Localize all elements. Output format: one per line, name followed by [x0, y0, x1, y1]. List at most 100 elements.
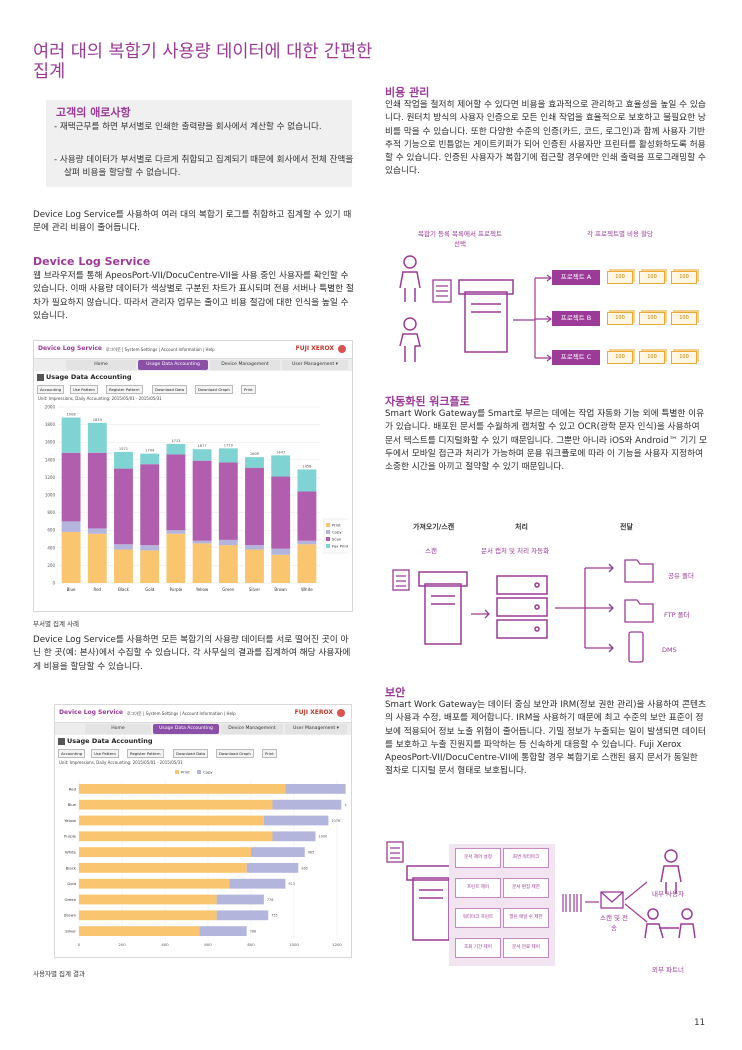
- bar-segment: [140, 453, 160, 465]
- y-tick-label: 0: [52, 581, 55, 586]
- legend-label: Scan: [332, 537, 342, 542]
- accounting-button[interactable]: Accounting: [37, 385, 65, 394]
- tab-device-management[interactable]: Device Management: [221, 724, 283, 734]
- print-button[interactable]: Print: [241, 385, 256, 394]
- tab-device-management[interactable]: Device Management: [210, 360, 280, 370]
- x-tick-label: 600: [204, 942, 212, 947]
- data-label: 1082: [344, 803, 347, 807]
- bar-segment: [140, 464, 160, 546]
- col-import-scan: 가져오기/스캔: [413, 523, 455, 531]
- feature-open-limit: 열린 매일 수 제한: [503, 908, 549, 928]
- server-icon: [496, 575, 548, 639]
- page-number: 11: [694, 1018, 705, 1028]
- data-label: 1571: [119, 447, 128, 451]
- project-cost-diagram: 복합기 등록 목록에서 프로젝트 선택 각 프로젝트별 비용 할당 프로젝트 A…: [385, 228, 707, 368]
- y-tick-label: Purple: [64, 834, 77, 839]
- unit-line: Unit: Impressions, Daily Accounting: 201…: [38, 396, 162, 401]
- document-icon: [392, 569, 410, 591]
- bar-segment: [216, 910, 269, 921]
- x-tick-label: 1200: [332, 942, 342, 947]
- y-tick-label: Brown: [64, 913, 77, 918]
- workflow-heading: 자동화된 워크플로: [385, 395, 470, 408]
- project-b-label: 프로젝트 B: [552, 311, 600, 326]
- pain-points-heading: 고객의 애로사항: [56, 106, 131, 119]
- tab-usage-data-accounting[interactable]: Usage Data Accounting: [153, 724, 219, 734]
- security-diagram: 문서 제어 설정 화면 워터마크 프린트 제어 문서 편집 제한 워터마크 프린…: [385, 838, 707, 978]
- y-tick-label: Red: [69, 786, 77, 791]
- register-pattern-button[interactable]: Register Pattern: [127, 749, 164, 758]
- bar-segment: [271, 455, 291, 477]
- bar-segment: [229, 878, 286, 889]
- tab-home[interactable]: Home: [66, 360, 136, 370]
- bar-segment: [79, 847, 251, 857]
- pain-points-box: 고객의 애로사항 - 재택근무를 하면 부서별로 인쇄한 출력량을 회사에서 계…: [46, 100, 354, 187]
- download-data-button[interactable]: Download Data: [173, 749, 209, 758]
- x-tick-label: Black: [118, 587, 130, 592]
- x-tick-label: Purple: [170, 587, 183, 592]
- bar-segment: [192, 540, 212, 544]
- y-tick-label: Blue: [68, 802, 77, 807]
- data-label: 1458: [302, 464, 312, 468]
- pain-point-item: - 재택근무를 하면 부서별로 인쇄한 출력량을 회사에서 계산할 수 없습니다…: [54, 122, 322, 132]
- y-tick-label: 1800: [45, 422, 56, 427]
- download-graph-button[interactable]: Download Graph: [195, 385, 233, 394]
- accounting-button[interactable]: Accounting: [58, 749, 86, 758]
- x-tick-label: 400: [161, 942, 169, 947]
- brand-mark-icon: [337, 709, 345, 717]
- legend-label: Print: [181, 770, 190, 775]
- bar-segment: [216, 894, 264, 905]
- print-button[interactable]: Print: [262, 749, 277, 758]
- security-body: Smart Work Gateway는 데이터 중심 보안과 IRM(정보 권한…: [385, 700, 706, 777]
- data-label: 913: [288, 882, 294, 886]
- page-title: 여러 대의 복합기 사용량 데이터에 대한 간편한 집계: [33, 42, 373, 82]
- collect-text: Device Log Service를 사용하면 모든 복합기의 사용량 데이터…: [33, 635, 351, 672]
- feature-expiry: 문서 만료 제어: [503, 938, 549, 958]
- project-c-label: 프로젝트 C: [552, 350, 600, 365]
- register-pattern-button[interactable]: Register Pattern: [106, 385, 143, 394]
- bar-segment: [61, 417, 81, 453]
- bar-segment: [297, 491, 317, 541]
- connector-lines: [624, 881, 648, 923]
- use-pattern-button[interactable]: Use Pattern: [91, 749, 119, 758]
- tab-user-management[interactable]: User Management ▾: [285, 724, 347, 734]
- project-a-label: 프로젝트 A: [552, 270, 600, 285]
- page-icon: [58, 738, 65, 745]
- bar-segment: [140, 550, 160, 583]
- coin-stack-icon: 100: [607, 312, 633, 325]
- mobile-device-icon: [628, 631, 644, 663]
- x-tick-label: 0: [78, 942, 81, 947]
- coin-stack-icon: 100: [639, 351, 665, 364]
- screen-page-title: Usage Data Accounting: [46, 373, 132, 381]
- bar-segment: [218, 448, 238, 463]
- x-tick-label: Brown: [274, 587, 287, 592]
- download-graph-button[interactable]: Download Graph: [216, 749, 254, 758]
- external-partner-icon: [644, 908, 696, 939]
- bar-segment: [79, 799, 273, 810]
- y-tick-label: 200: [47, 563, 55, 568]
- coin-stack-icon: 100: [671, 312, 697, 325]
- legend-label: Copy: [332, 530, 342, 535]
- download-data-button[interactable]: Download Data: [152, 385, 188, 394]
- coin-stack-icon: 100: [671, 351, 697, 364]
- arrow-icon: [546, 274, 552, 362]
- header-links[interactable]: 로그아웃 | System Settings | Account Informa…: [127, 711, 236, 716]
- caption-department: 부서별 집계 사례: [33, 620, 79, 628]
- data-label: 776: [267, 898, 273, 902]
- pain-point-item: - 사용량 데이터가 부서별로 다르게 취합되고 집계되기 때문에 회사에서 전…: [54, 155, 354, 178]
- screen-page-title: Usage Data Accounting: [67, 737, 153, 745]
- header-links[interactable]: 로그아웃 | System Settings | Account Informa…: [106, 347, 215, 352]
- coin-stack-icon: 100: [607, 351, 633, 364]
- tab-usage-data-accounting[interactable]: Usage Data Accounting: [138, 360, 208, 370]
- use-pattern-button[interactable]: Use Pattern: [70, 385, 98, 394]
- diagram-label-allocate: 각 프로젝트별 비용 할당: [587, 230, 653, 238]
- feature-document-control: 문서 제어 설정: [455, 848, 501, 868]
- bar-segment: [245, 457, 264, 468]
- app-name: Device Log Service: [38, 345, 103, 352]
- data-label: 965: [308, 851, 314, 855]
- bar-segment: [271, 548, 291, 555]
- tab-user-management[interactable]: User Management ▾: [282, 360, 348, 370]
- security-heading: 보안: [385, 686, 406, 699]
- coin-stack-icon: 100: [639, 271, 665, 284]
- bar-segment: [79, 831, 273, 842]
- tab-home[interactable]: Home: [85, 724, 151, 734]
